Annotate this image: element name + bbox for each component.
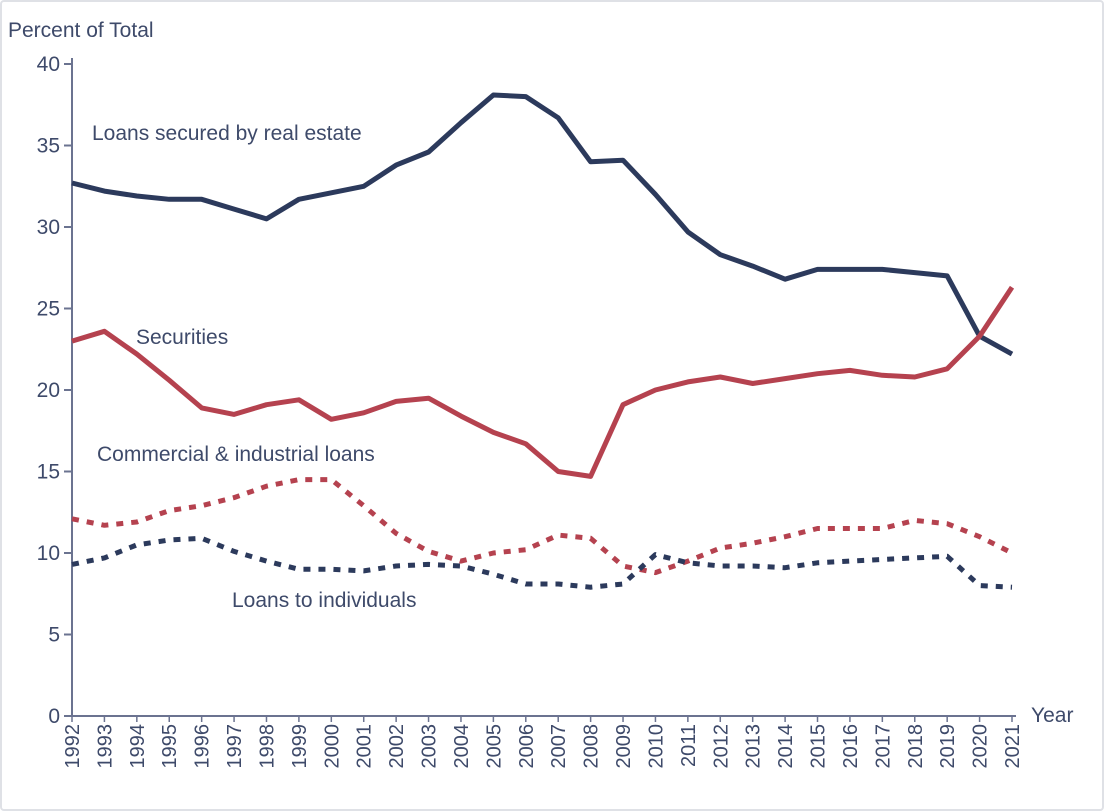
x-tick-label: 2012 (710, 724, 732, 769)
y-tick-label: 15 (37, 461, 60, 484)
y-tick-label: 5 (48, 624, 60, 647)
y-tick-label: 25 (37, 298, 60, 321)
x-tick-label: 2013 (743, 724, 765, 769)
y-tick-label: 0 (48, 705, 60, 728)
x-tick-label: 1995 (159, 724, 181, 769)
x-tick-label: 1996 (192, 724, 214, 769)
x-tick-label: 2020 (970, 724, 992, 769)
label-individuals: Loans to individuals (232, 589, 416, 612)
x-tick-label: 2008 (581, 724, 603, 769)
x-tick-label: 1992 (62, 724, 84, 769)
x-tick-label: 2002 (386, 724, 408, 769)
y-tick-label: 40 (37, 53, 60, 76)
x-tick-label: 1997 (224, 724, 246, 769)
x-tick-label: 2001 (354, 724, 376, 769)
x-tick-label: 2017 (872, 724, 894, 769)
x-tick-label: 2004 (451, 724, 473, 769)
x-tick-label: 2019 (937, 724, 959, 769)
y-tick-label: 20 (37, 379, 60, 402)
y-axis-label: Percent of Total (8, 19, 154, 42)
x-tick-label: 2011 (678, 724, 700, 767)
x-tick-label: 2010 (645, 724, 667, 769)
label-real-estate: Loans secured by real estate (92, 122, 362, 145)
x-tick-label: 1993 (94, 724, 116, 769)
x-tick-label: 2007 (548, 724, 570, 769)
x-tick-label: 2005 (483, 724, 505, 769)
x-tick-label: 2014 (775, 724, 797, 769)
x-tick-label: 2003 (419, 724, 441, 769)
x-tick-label: 1999 (289, 724, 311, 769)
y-tick-label: 35 (37, 135, 60, 158)
x-tick-label: 2009 (613, 724, 635, 769)
x-tick-label: 1994 (127, 724, 149, 769)
series-line-loans-to-individuals (71, 535, 1013, 590)
label-securities: Securities (136, 326, 228, 349)
x-tick-label: 2018 (905, 724, 927, 769)
y-tick-label: 10 (37, 542, 60, 565)
x-tick-label: 2021 (1002, 724, 1024, 769)
x-tick-label: 2016 (840, 724, 862, 769)
x-tick-label: 1998 (256, 724, 278, 769)
series-line-securities (71, 285, 1015, 479)
x-tick-label: 2015 (808, 724, 830, 769)
label-commercial-industrial: Commercial & industrial loans (97, 443, 375, 466)
series-line-loans-secured-by-real-estate (71, 92, 1014, 357)
x-tick-label: 2000 (321, 724, 343, 769)
series-line-commercial-industrial-loans (71, 477, 1014, 576)
x-tick-label: 2006 (516, 724, 538, 769)
x-axis-label: Year (1031, 704, 1073, 727)
y-tick-label: 30 (37, 216, 60, 239)
